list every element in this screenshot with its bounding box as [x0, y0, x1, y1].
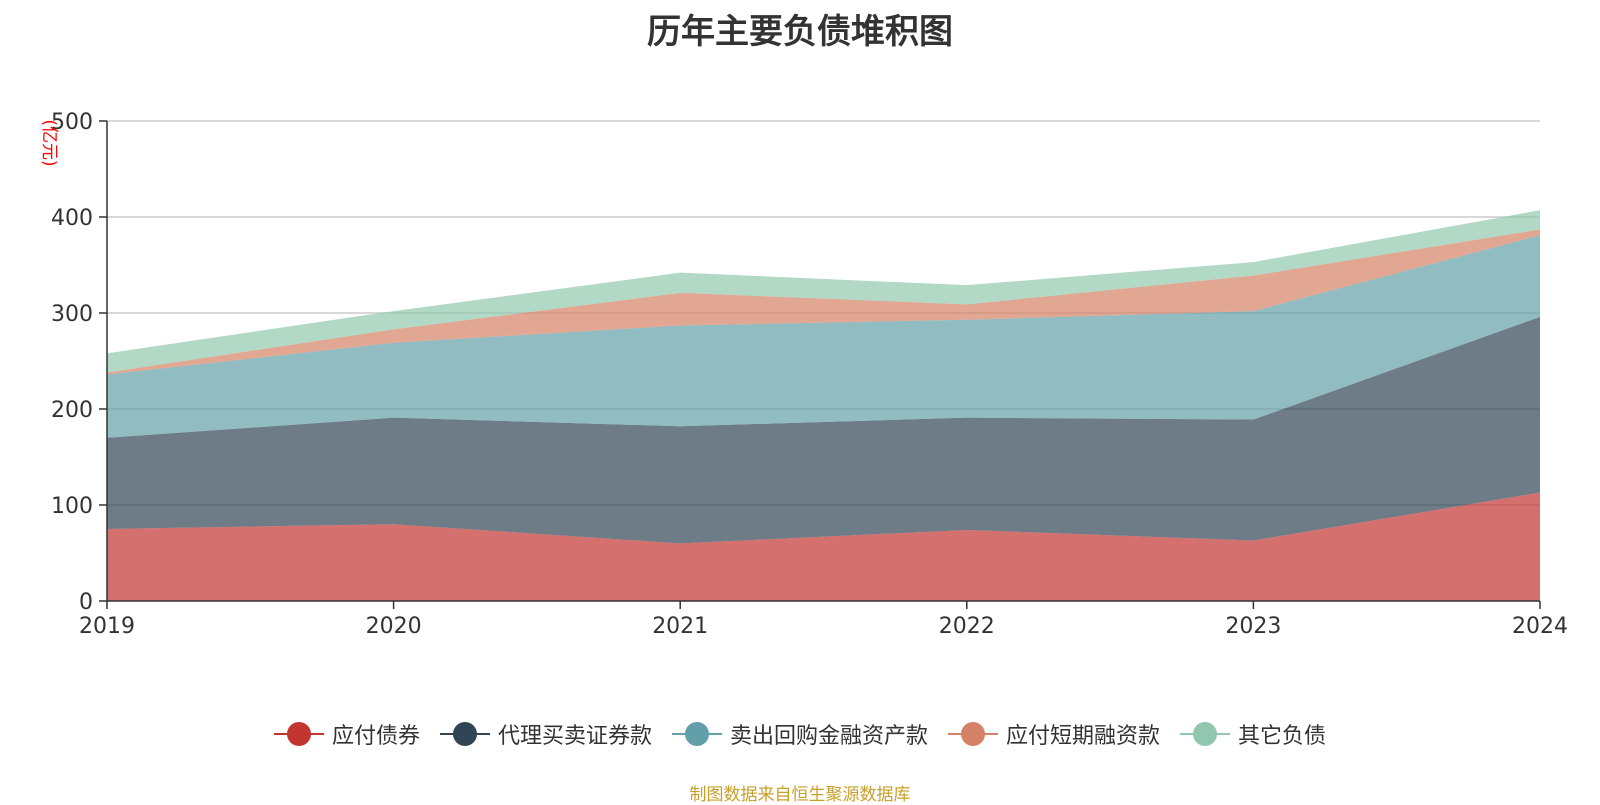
x-tick-label: 2024 [1512, 614, 1568, 639]
legend-label: 代理买卖证券款 [497, 724, 652, 749]
axes: 0 100 200 300 400 500 2019 2020 2021 2022 2023 2024 [51, 110, 1568, 639]
legend-marker-icon [1180, 722, 1231, 746]
x-tick-label: 2019 [79, 614, 135, 639]
legend-item[interactable]: 应付短期融资款 [948, 718, 1160, 750]
legend-marker-icon [273, 722, 324, 746]
x-tick-label: 2021 [652, 614, 708, 639]
legend-marker-icon [439, 722, 490, 746]
y-tick-label: 200 [51, 398, 93, 423]
x-tick-label: 2022 [939, 614, 995, 639]
y-tick-label: 0 [79, 590, 93, 615]
y-tick-label: 500 [51, 110, 93, 135]
x-tick-label: 2020 [366, 614, 422, 639]
legend-label: 应付债券 [331, 724, 420, 749]
y-tick-label: 400 [51, 206, 93, 231]
x-tick-label: 2023 [1225, 614, 1281, 639]
legend-item[interactable]: 其它负债 [1180, 718, 1326, 750]
chart-title: 历年主要负债堆积图 [647, 12, 953, 52]
area-series [107, 492, 1540, 601]
legend-item[interactable]: 应付债券 [273, 718, 420, 750]
legend: 应付债券 代理买卖证券款 卖出回购金融资产款 应付短期融资款 其它负债 [0, 718, 1600, 750]
y-unit-label: (亿元) [39, 119, 59, 166]
area-series [107, 210, 1540, 601]
legend-marker-icon [671, 722, 722, 746]
area-series [107, 235, 1540, 438]
legend-marker-icon [948, 722, 998, 746]
legend-label: 卖出回购金融资产款 [729, 724, 928, 749]
y-tick-label: 100 [51, 494, 93, 519]
legend-label: 其它负债 [1238, 724, 1327, 749]
area-series [107, 229, 1540, 375]
legend-item[interactable]: 卖出回购金融资产款 [671, 718, 928, 750]
area-series [107, 210, 1540, 373]
data-source-note: 制图数据来自恒生聚源数据库 [689, 785, 911, 805]
legend-label: 应付短期融资款 [1006, 724, 1161, 749]
legend-item[interactable]: 代理买卖证券款 [439, 718, 652, 750]
area-series [107, 316, 1540, 544]
y-tick-label: 300 [51, 302, 93, 327]
